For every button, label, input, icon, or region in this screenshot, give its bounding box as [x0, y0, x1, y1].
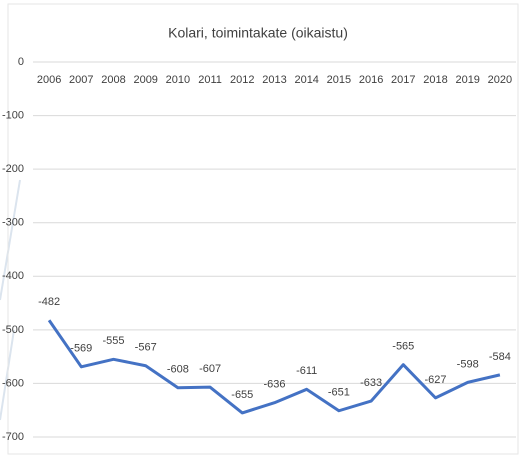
x-tick-label: 2018	[423, 74, 447, 86]
x-tick-label: 2015	[327, 74, 351, 86]
x-tick-label: 2006	[37, 74, 61, 86]
decoration	[0, 179, 21, 421]
x-tick-label: 2010	[166, 74, 190, 86]
line	[47, 319, 501, 415]
x-tick-label: 2007	[69, 74, 93, 86]
chart-title: Kolari, toimintakate (oikaistu)	[168, 25, 348, 41]
data-label: -633	[360, 377, 382, 389]
data-label: -651	[328, 387, 350, 399]
y-tick-label: -500	[2, 324, 24, 336]
x-tick-label: 2019	[455, 74, 479, 86]
x-tick-label: 2009	[133, 74, 157, 86]
x-tick-label: 2011	[198, 74, 222, 86]
data-label: -655	[231, 389, 253, 401]
data-label: -482	[38, 296, 60, 308]
x-tick-label: 2016	[359, 74, 383, 86]
y-tick-label: -300	[2, 217, 24, 229]
y-tick-label: -200	[2, 163, 24, 175]
data-label: -636	[263, 379, 285, 391]
x-tick-label: 2013	[262, 74, 286, 86]
x-tick-label: 2008	[101, 74, 125, 86]
data-label: -598	[457, 358, 479, 370]
data-label: -627	[424, 374, 446, 386]
data-label: -611	[296, 365, 317, 377]
data-label: -607	[199, 363, 221, 375]
y-tick-label: -700	[2, 431, 24, 443]
y-tick-label: -400	[2, 270, 24, 282]
x-tick-label: 2017	[391, 74, 415, 86]
data-label: -565	[392, 341, 414, 353]
y-tick-label: -100	[2, 109, 24, 121]
data-label: -608	[167, 364, 189, 376]
x-tick-label: 2012	[230, 74, 254, 86]
y-tick-label: 0	[18, 56, 24, 68]
y-tick-label: -600	[2, 377, 24, 389]
x-tick-label: 2014	[294, 74, 318, 86]
data-label: -555	[102, 335, 124, 347]
x-tick-label: 2020	[488, 74, 512, 86]
chart-frame	[7, 3, 519, 455]
data-label: -584	[489, 351, 511, 363]
data-label: -569	[70, 343, 92, 355]
data-label: -567	[135, 342, 157, 354]
